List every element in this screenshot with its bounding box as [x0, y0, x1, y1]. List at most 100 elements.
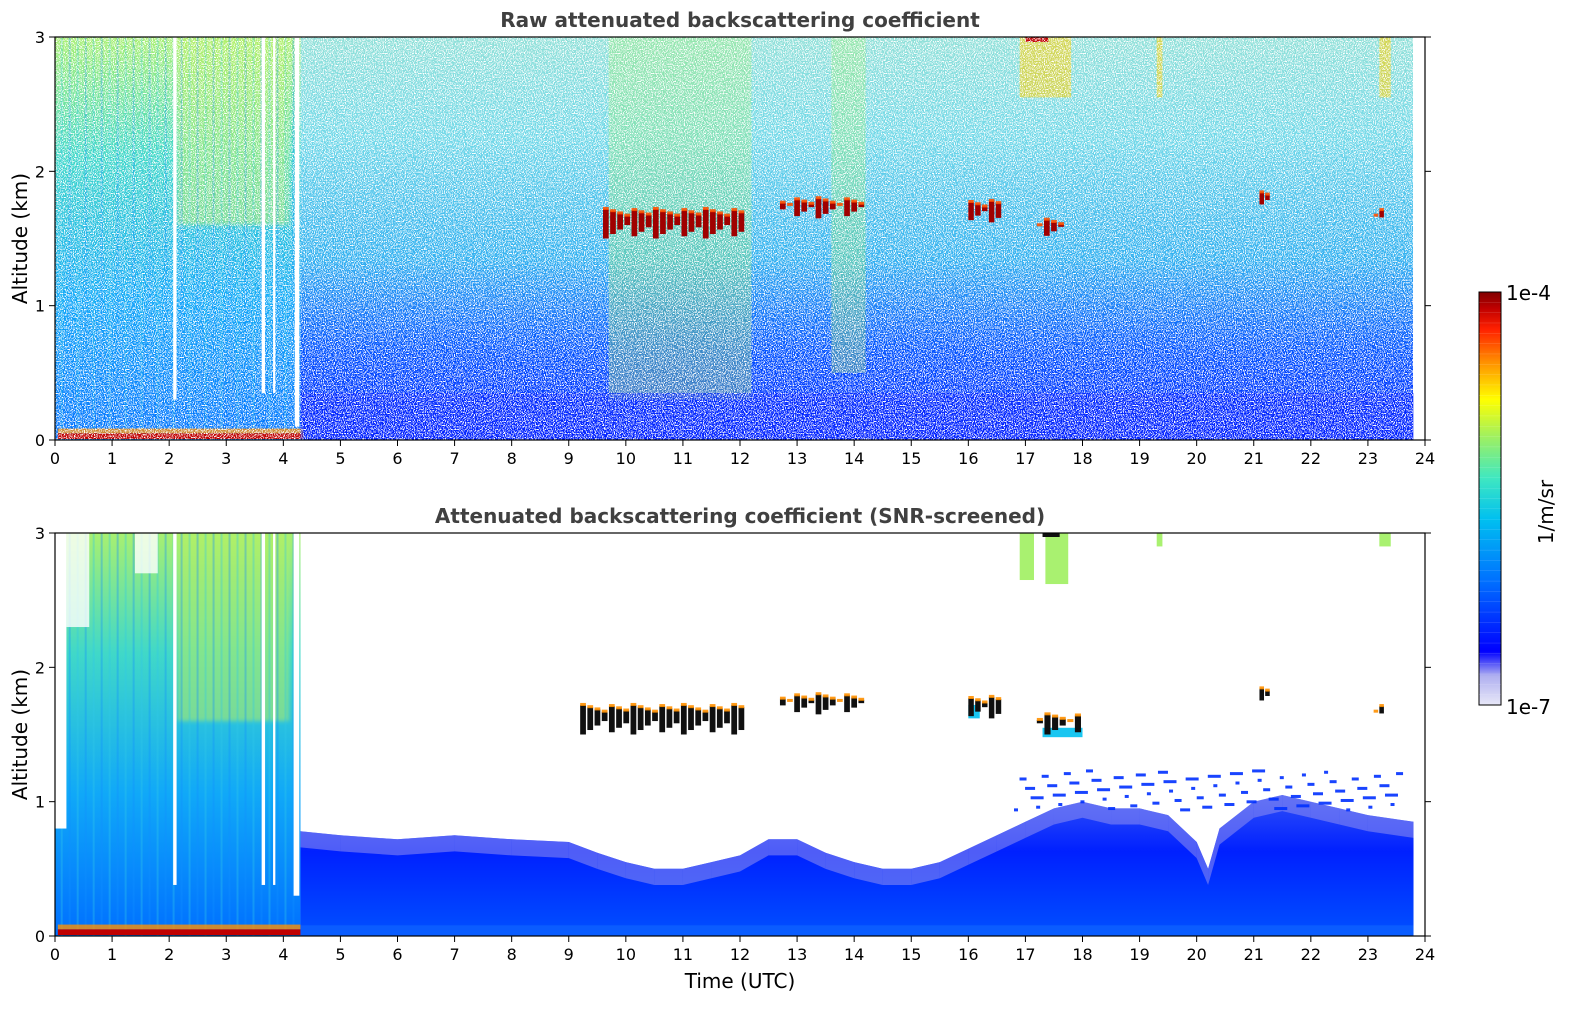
cloud-segment: [680, 704, 687, 735]
cloud-segment: [674, 215, 681, 226]
colorbar-unit-label: 1/m/sr: [1534, 479, 1558, 544]
cloud-segment: [1265, 194, 1270, 200]
cloud-segment: [695, 214, 702, 228]
x-tick-label: 12: [730, 449, 750, 468]
cloud-segment: [638, 212, 645, 232]
y-tick-label: 1: [35, 297, 45, 316]
cloud-segment: [695, 709, 702, 726]
y-tick-label: 2: [35, 658, 45, 677]
cloud-segment: [731, 210, 738, 237]
cloud-segment: [630, 704, 637, 735]
cloud-segment: [688, 707, 694, 731]
cloud-segment: [808, 203, 815, 208]
cloud-segment: [681, 210, 688, 237]
x-tick-label: 7: [449, 449, 459, 468]
x-tick-label: 9: [564, 945, 574, 964]
x-tick-label: 8: [507, 449, 517, 468]
cloud-segment: [968, 202, 974, 221]
cloud-segment: [709, 706, 716, 733]
cloud-segment: [608, 706, 615, 733]
cloud-segment: [1259, 688, 1265, 701]
x-tick-label: 0: [50, 945, 60, 964]
x-tick-label: 13: [787, 945, 807, 964]
cloud-segment: [724, 215, 731, 226]
top-noise-grain: [55, 37, 1413, 440]
x-tick-label: 11: [673, 449, 693, 468]
cloud-segment: [644, 709, 651, 726]
x-tick-label: 5: [335, 449, 345, 468]
x-tick-label: 15: [901, 449, 921, 468]
x-tick-label: 24: [1415, 449, 1435, 468]
cloud-segment: [851, 697, 858, 708]
x-tick-label: 15: [901, 945, 921, 964]
cloud-segment: [652, 711, 658, 722]
cloud-segment: [968, 698, 974, 717]
cloud-segment: [808, 699, 815, 704]
cloud-segment: [1043, 219, 1050, 236]
data-gap: [261, 37, 266, 393]
bottom-heatmap: [55, 533, 1425, 936]
cloud-segment: [801, 697, 808, 708]
cloud-segment: [1044, 714, 1051, 735]
x-tick-label: 19: [1129, 945, 1149, 964]
cloud-segment: [851, 201, 858, 212]
cloud-segment: [594, 709, 601, 726]
cloud-segment: [794, 695, 800, 713]
cloud-segment: [1051, 221, 1057, 232]
cloud-segment: [724, 710, 730, 724]
cloud-segment: [844, 695, 850, 713]
x-tick-label: 5: [335, 945, 345, 964]
cloud-segment: [659, 706, 666, 733]
data-gap: [273, 533, 276, 885]
cloud-segment: [1052, 716, 1059, 731]
x-tick-label: 22: [1301, 449, 1321, 468]
data-gap: [293, 533, 300, 896]
data-gap: [1413, 533, 1425, 936]
cloud-segment: [975, 700, 981, 712]
y-axis-label: Altitude (km): [8, 173, 32, 304]
cloud-segment: [801, 201, 808, 212]
cloud-segment: [603, 208, 609, 239]
y-tick-label: 0: [35, 431, 45, 450]
x-tick-label: 23: [1358, 945, 1378, 964]
cloud-segment: [1379, 706, 1384, 714]
y-tick-label: 3: [35, 28, 45, 47]
x-tick-label: 4: [278, 449, 288, 468]
cloud-segment: [1259, 192, 1265, 205]
data-gap: [294, 37, 300, 427]
cloud-segment: [623, 710, 630, 724]
x-tick-label: 18: [1072, 945, 1092, 964]
top-axes: 0 1 2 3 4 5 6 7 8 9 10 11 12 13 14 15 16 17 18 19 20 21 22 23 24…: [8, 28, 1435, 468]
cloud-segment: [1059, 718, 1066, 726]
y-tick-label: 2: [35, 162, 45, 181]
x-tick-label: 3: [221, 449, 231, 468]
cloud-segment: [624, 215, 631, 226]
cloud-segment: [738, 707, 745, 731]
cloud-segment: [617, 213, 623, 230]
cloud-segment: [673, 710, 680, 724]
colorbar-max-label: 1e-4: [1506, 281, 1551, 305]
cloud-segment: [1058, 224, 1064, 227]
cloud-segment: [794, 199, 800, 217]
cloud-segment: [667, 213, 673, 230]
cloud-segment: [601, 711, 608, 722]
cloud-segment: [1265, 690, 1270, 696]
cloud-segment: [829, 202, 836, 210]
x-tick-label: 16: [958, 449, 978, 468]
cloud-segment: [717, 213, 723, 230]
cloud-segment: [995, 203, 1002, 218]
cloud-segment: [716, 708, 723, 728]
x-tick-label: 20: [1186, 449, 1206, 468]
x-tick-label: 24: [1415, 945, 1435, 964]
x-tick-label: 16: [958, 945, 978, 964]
x-tick-label: 1: [107, 945, 117, 964]
cloud-segment: [779, 202, 786, 210]
top-heatmap: [55, 37, 1425, 440]
bottom-axes: 0 1 2 3 4 5 6 7 8 9 10 11 12 13 14 15 16 17 18 19 20 21 22 23 24…: [8, 524, 1435, 964]
cloud-segment: [829, 698, 836, 706]
cloud-segment: [710, 211, 716, 235]
data-gap: [1413, 37, 1425, 440]
x-axis-label: Time (UTC): [684, 969, 796, 993]
x-tick-label: 20: [1186, 945, 1206, 964]
x-tick-label: 10: [616, 945, 636, 964]
